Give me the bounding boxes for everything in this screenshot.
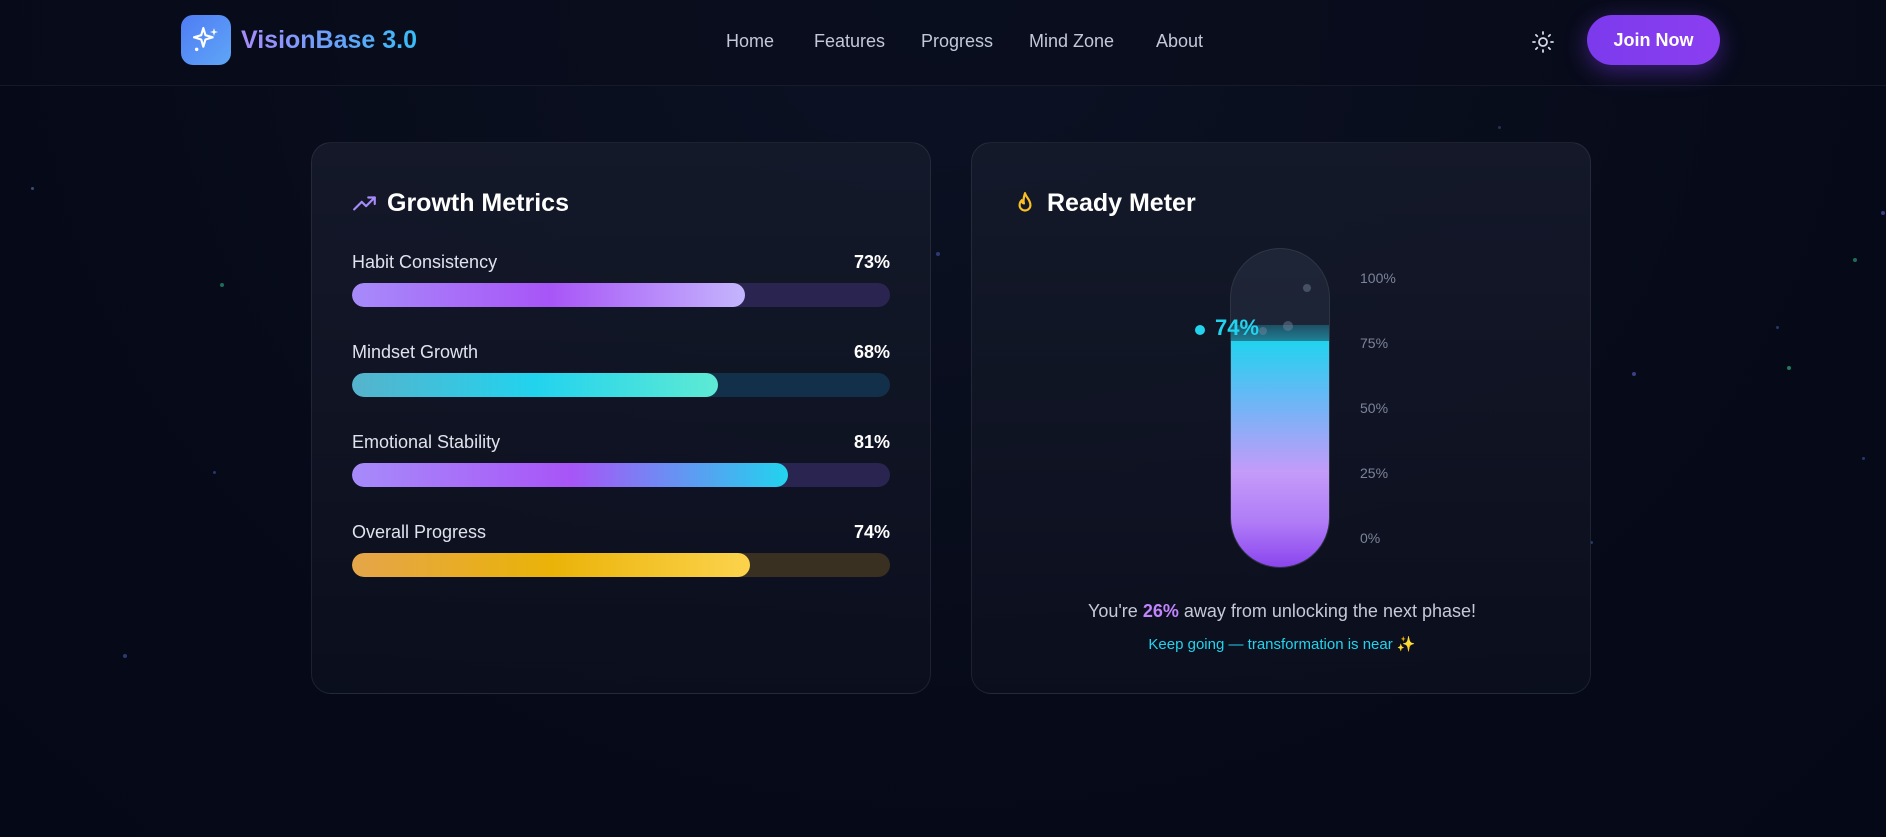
metric-bar-fill xyxy=(352,553,751,577)
metric-value: 74% xyxy=(853,522,890,542)
nav-mind-zone[interactable]: Mind Zone xyxy=(1029,31,1115,51)
star xyxy=(1881,211,1885,215)
meter-tick: 100% xyxy=(1360,270,1396,286)
message-prefix: You're xyxy=(1087,601,1143,621)
star xyxy=(1853,258,1857,262)
meter-fill xyxy=(1231,341,1329,567)
metric-bar xyxy=(352,373,890,397)
nav-progress[interactable]: Progress xyxy=(921,31,994,51)
meter-level-cap xyxy=(1231,325,1329,345)
remaining-percent: 26% xyxy=(1142,601,1179,621)
metric-value: 81% xyxy=(853,432,890,452)
metric-bar-fill xyxy=(352,463,788,487)
metric-label: Emotional Stability xyxy=(352,432,501,452)
metric-bar-fill xyxy=(352,373,718,397)
sparkles-icon xyxy=(192,26,218,52)
ready-meter-tube xyxy=(1230,248,1330,568)
star xyxy=(1498,126,1501,129)
meter-sub-message: Keep going — transformation is near ✨ xyxy=(1148,636,1416,653)
star xyxy=(1862,457,1865,460)
brand-name[interactable]: VisionBase 3.0 xyxy=(241,26,418,54)
meter-message: You're 26% away from unlocking the next … xyxy=(972,601,1592,622)
nav-home[interactable]: Home xyxy=(726,31,775,51)
growth-metrics-card: Growth Metrics Habit Consistency 73% Min… xyxy=(311,142,931,694)
meter-tick: 25% xyxy=(1360,465,1389,481)
star xyxy=(1787,366,1791,370)
sun-icon xyxy=(1532,31,1554,53)
meter-value: 74% xyxy=(1215,315,1260,340)
metric-label: Mindset Growth xyxy=(352,342,479,362)
nav-about[interactable]: About xyxy=(1156,31,1204,51)
bubble xyxy=(1283,321,1293,331)
star xyxy=(220,283,224,287)
logo[interactable] xyxy=(181,15,231,65)
metric-bar xyxy=(352,463,890,487)
meter-tick: 0% xyxy=(1360,530,1381,546)
star xyxy=(31,187,34,190)
nav-features[interactable]: Features xyxy=(814,31,886,51)
flame-icon xyxy=(1018,192,1032,212)
bubble xyxy=(1259,327,1267,335)
ready-meter-title: Ready Meter xyxy=(1047,189,1196,217)
ready-meter-card: Ready Meter 74% 100% 75% 50% 25% 0% You'… xyxy=(971,142,1591,694)
star xyxy=(213,471,216,474)
metric-value: 68% xyxy=(853,342,890,362)
growth-metrics-title: Growth Metrics xyxy=(387,189,569,217)
metric-bar xyxy=(352,283,890,307)
star xyxy=(1590,541,1593,544)
metric-bar xyxy=(352,553,890,577)
star xyxy=(1776,326,1779,329)
star xyxy=(936,252,940,256)
star xyxy=(1632,372,1636,376)
metric-label: Overall Progress xyxy=(352,522,487,542)
message-suffix: away from unlocking the next phase! xyxy=(1178,601,1477,621)
metric-bar-fill xyxy=(352,283,745,307)
metric-value: 73% xyxy=(853,252,890,272)
meter-marker-dot xyxy=(1195,325,1205,335)
trending-up-icon xyxy=(353,196,376,211)
star xyxy=(123,654,127,658)
join-now-button[interactable]: Join Now xyxy=(1587,15,1720,65)
theme-toggle[interactable] xyxy=(1528,27,1558,57)
metric-label: Habit Consistency xyxy=(352,252,498,272)
bubble xyxy=(1303,284,1311,292)
meter-tick: 50% xyxy=(1360,400,1389,416)
meter-tick: 75% xyxy=(1360,335,1389,351)
top-navbar: VisionBase 3.0 Home Features Progress Mi… xyxy=(0,0,1886,86)
